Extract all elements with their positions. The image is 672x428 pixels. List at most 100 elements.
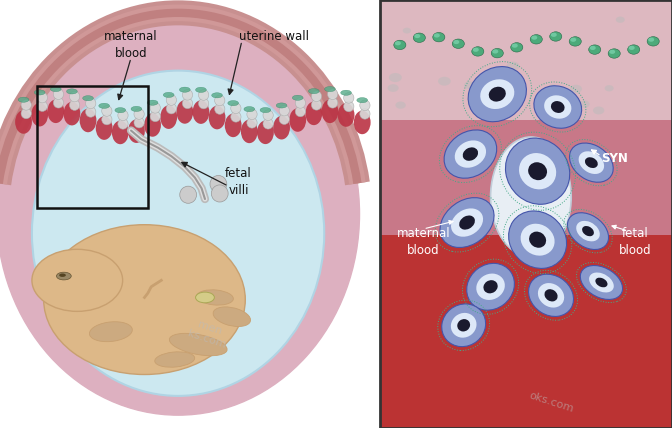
Ellipse shape xyxy=(360,109,370,119)
Ellipse shape xyxy=(550,32,562,41)
Ellipse shape xyxy=(209,106,226,129)
Ellipse shape xyxy=(414,34,421,38)
Text: fetal: fetal xyxy=(225,167,252,180)
Ellipse shape xyxy=(544,95,571,119)
Ellipse shape xyxy=(196,292,214,303)
Ellipse shape xyxy=(101,114,112,125)
Ellipse shape xyxy=(388,84,398,92)
Ellipse shape xyxy=(198,98,209,109)
Ellipse shape xyxy=(112,121,129,144)
Ellipse shape xyxy=(529,274,573,316)
Ellipse shape xyxy=(155,352,195,367)
Ellipse shape xyxy=(37,92,48,103)
Ellipse shape xyxy=(582,226,594,236)
Ellipse shape xyxy=(32,71,324,396)
Text: men
ks.com: men ks.com xyxy=(186,318,230,350)
Ellipse shape xyxy=(118,119,128,129)
Ellipse shape xyxy=(182,98,193,109)
Ellipse shape xyxy=(163,92,174,98)
Ellipse shape xyxy=(64,102,81,125)
Ellipse shape xyxy=(343,92,354,103)
Ellipse shape xyxy=(263,119,274,129)
Ellipse shape xyxy=(59,273,66,277)
Ellipse shape xyxy=(337,103,355,127)
Ellipse shape xyxy=(609,50,615,54)
Ellipse shape xyxy=(279,105,290,116)
Ellipse shape xyxy=(144,113,161,137)
Ellipse shape xyxy=(394,40,406,50)
Ellipse shape xyxy=(290,108,306,132)
Ellipse shape xyxy=(354,111,371,134)
Ellipse shape xyxy=(593,107,604,114)
Ellipse shape xyxy=(648,38,654,42)
Ellipse shape xyxy=(79,109,97,132)
Ellipse shape xyxy=(629,46,634,50)
Ellipse shape xyxy=(343,101,354,112)
Ellipse shape xyxy=(463,147,478,161)
Ellipse shape xyxy=(89,322,132,342)
Ellipse shape xyxy=(37,101,48,111)
Ellipse shape xyxy=(53,89,64,99)
Ellipse shape xyxy=(15,110,32,134)
Ellipse shape xyxy=(389,73,402,82)
Text: maternal: maternal xyxy=(396,227,450,240)
Ellipse shape xyxy=(32,249,122,312)
Ellipse shape xyxy=(476,273,505,300)
Ellipse shape xyxy=(263,110,274,121)
Ellipse shape xyxy=(472,48,478,52)
Ellipse shape xyxy=(212,93,222,98)
Ellipse shape xyxy=(395,101,406,109)
Ellipse shape xyxy=(179,87,190,92)
Ellipse shape xyxy=(538,283,564,308)
Ellipse shape xyxy=(468,67,526,122)
Ellipse shape xyxy=(511,44,517,48)
Ellipse shape xyxy=(589,45,601,54)
Ellipse shape xyxy=(467,263,514,310)
Ellipse shape xyxy=(131,106,142,111)
Ellipse shape xyxy=(567,213,609,250)
Ellipse shape xyxy=(34,90,45,95)
Ellipse shape xyxy=(569,143,614,182)
Polygon shape xyxy=(380,0,672,120)
Ellipse shape xyxy=(434,33,439,38)
Ellipse shape xyxy=(521,224,554,256)
Ellipse shape xyxy=(357,98,368,103)
Ellipse shape xyxy=(160,105,177,129)
Ellipse shape xyxy=(18,97,29,102)
Ellipse shape xyxy=(403,28,411,33)
Ellipse shape xyxy=(260,107,271,113)
Ellipse shape xyxy=(489,87,506,101)
Bar xyxy=(380,0,672,428)
Text: blood: blood xyxy=(619,244,651,257)
Ellipse shape xyxy=(528,162,547,180)
Ellipse shape xyxy=(491,48,503,58)
Text: blood: blood xyxy=(115,47,147,60)
Ellipse shape xyxy=(276,103,287,108)
Ellipse shape xyxy=(95,116,112,140)
Ellipse shape xyxy=(452,39,464,48)
Ellipse shape xyxy=(179,186,196,203)
Ellipse shape xyxy=(605,85,614,92)
Ellipse shape xyxy=(628,45,640,54)
Ellipse shape xyxy=(198,90,209,100)
Ellipse shape xyxy=(213,307,251,327)
Ellipse shape xyxy=(196,87,206,92)
Ellipse shape xyxy=(211,185,228,202)
Ellipse shape xyxy=(308,89,319,94)
Ellipse shape xyxy=(98,277,110,288)
Ellipse shape xyxy=(214,104,225,114)
Ellipse shape xyxy=(491,137,571,257)
Ellipse shape xyxy=(150,103,161,113)
Ellipse shape xyxy=(311,100,322,110)
Ellipse shape xyxy=(505,138,570,204)
Ellipse shape xyxy=(647,37,659,46)
Ellipse shape xyxy=(69,100,80,110)
Ellipse shape xyxy=(327,89,338,100)
Ellipse shape xyxy=(585,157,598,168)
Ellipse shape xyxy=(519,153,556,189)
Polygon shape xyxy=(380,235,672,428)
Ellipse shape xyxy=(257,121,274,144)
Ellipse shape xyxy=(531,35,542,42)
Ellipse shape xyxy=(472,47,484,56)
Ellipse shape xyxy=(134,117,144,128)
